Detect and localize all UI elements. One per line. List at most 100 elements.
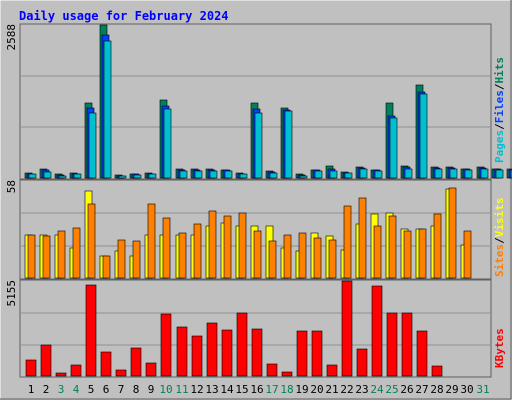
day-label-15: 15: [235, 383, 248, 396]
bar-sites-day-5: [87, 203, 96, 279]
day-label-31: 31: [476, 383, 489, 396]
bar-pages-day-21: [329, 170, 338, 179]
day-label-8: 8: [133, 383, 140, 396]
bar-pages-day-8: [133, 174, 142, 179]
legend-sep-2: /: [493, 83, 506, 90]
bar-pages-day-12: [194, 170, 203, 179]
day-label-14: 14: [220, 383, 234, 396]
bar-sites-day-25: [388, 215, 397, 279]
day-label-12: 12: [190, 383, 203, 396]
bar-pages-day-32: [495, 169, 504, 179]
bar-pages-day-22: [344, 172, 353, 179]
bar-kbytes-day-20: [311, 330, 323, 377]
bar-sites-day-24: [373, 225, 382, 279]
bar-sites-day-14: [223, 215, 232, 279]
bar-sites-day-15: [238, 212, 247, 279]
day-label-22: 22: [340, 383, 353, 396]
bar-kbytes-day-5: [85, 284, 97, 377]
bar-pages-day-17: [269, 172, 278, 179]
bar-pages-day-16: [254, 112, 263, 179]
x-axis-day-labels: 1 2 3 4 5 6 7 8 9 10 11 12 13 14 15 16 17 18 19 20 21 22 23 24 2…: [28, 383, 490, 396]
bar-pages-day-6: [103, 40, 112, 179]
day-label-5: 5: [88, 383, 95, 396]
day-label-27: 27: [415, 383, 428, 396]
y-max-label-visits: 58: [5, 180, 18, 193]
y-max-label-hits: 2588: [5, 24, 18, 51]
bar-files-day-33: [508, 169, 512, 179]
bar-kbytes-day-13: [206, 322, 218, 377]
chart-title: Daily usage for February 2024: [19, 9, 229, 23]
bar-kbytes-day-15: [236, 312, 248, 377]
panel-frame-hits: [19, 23, 492, 180]
day-label-3: 3: [58, 383, 65, 396]
day-label-2: 2: [43, 383, 50, 396]
day-label-23: 23: [355, 383, 368, 396]
svg-text:Sites/Visits: Sites/Visits: [493, 198, 506, 278]
bar-sites-day-7: [117, 239, 126, 279]
bar-pages-day-24: [374, 170, 383, 179]
bar-sites-day-19: [298, 232, 307, 279]
bar-kbytes-day-12: [191, 335, 203, 377]
bar-sites-day-29: [448, 187, 457, 279]
legend-hits-files-pages: Pages/Files/Hits: [493, 57, 506, 163]
bar-sites-day-3: [57, 230, 66, 279]
legend-pages: Pages: [493, 130, 506, 163]
bar-kbytes-day-3: [55, 372, 67, 377]
legend-sep-1: /: [493, 123, 506, 130]
bar-sites-day-2: [42, 235, 51, 279]
bars-kbytes: [25, 280, 443, 377]
day-label-21: 21: [325, 383, 338, 396]
legend-hits: Hits: [493, 57, 506, 84]
legend-files: Files: [493, 90, 506, 123]
bar-sites-day-13: [208, 210, 217, 279]
bar-kbytes-day-25: [386, 312, 398, 377]
day-label-26: 26: [400, 383, 413, 396]
day-label-10: 10: [159, 383, 172, 396]
bar-pages-day-11: [179, 170, 188, 179]
bar-kbytes-day-18: [281, 371, 293, 377]
bar-sites-day-12: [193, 223, 202, 279]
day-label-19: 19: [295, 383, 308, 396]
bar-kbytes-day-8: [130, 347, 142, 377]
day-label-28: 28: [430, 383, 443, 396]
panel-kbytes: 5155 KBytes: [5, 279, 506, 378]
bar-pages-day-13: [209, 170, 218, 179]
bars-visits-sites: [24, 187, 472, 279]
bar-pages-day-10: [163, 108, 172, 179]
y-max-label-kbytes: 5155: [5, 280, 18, 307]
bar-kbytes-day-2: [40, 344, 52, 377]
bar-pages-day-23: [359, 168, 368, 179]
bar-pages-day-5: [88, 112, 97, 179]
day-label-4: 4: [73, 383, 80, 396]
bar-kbytes-day-19: [296, 330, 308, 377]
day-label-7: 7: [118, 383, 125, 396]
bar-sites-day-23: [358, 197, 367, 279]
bar-kbytes-day-17: [266, 363, 278, 377]
bar-pages-day-28: [434, 168, 443, 179]
day-label-25: 25: [385, 383, 398, 396]
legend-sites: Sites: [493, 244, 506, 277]
bar-sites-day-9: [147, 203, 156, 279]
bar-kbytes-day-10: [160, 313, 172, 377]
bar-pages-day-18: [284, 110, 293, 179]
bar-sites-day-22: [343, 205, 352, 279]
bar-sites-day-8: [132, 240, 141, 279]
bar-pages-day-4: [73, 173, 82, 179]
bar-sites-day-10: [162, 217, 171, 279]
bar-kbytes-day-16: [251, 328, 263, 377]
svg-text:Pages/Files/Hits: Pages/Files/Hits: [493, 57, 506, 163]
bar-pages-day-15: [239, 173, 248, 179]
bar-pages-day-20: [314, 170, 323, 179]
bar-sites-day-30: [463, 230, 472, 279]
bar-kbytes-day-7: [115, 369, 127, 377]
bar-kbytes-day-27: [416, 330, 428, 377]
bar-kbytes-day-23: [356, 348, 368, 377]
bar-sites-day-4: [72, 227, 81, 279]
bar-kbytes-day-22: [341, 280, 353, 377]
day-label-18: 18: [280, 383, 293, 396]
bar-pages-day-27: [419, 93, 428, 179]
day-label-30: 30: [460, 383, 473, 396]
bar-sites-day-11: [178, 232, 187, 279]
bar-pages-day-19: [299, 175, 308, 179]
